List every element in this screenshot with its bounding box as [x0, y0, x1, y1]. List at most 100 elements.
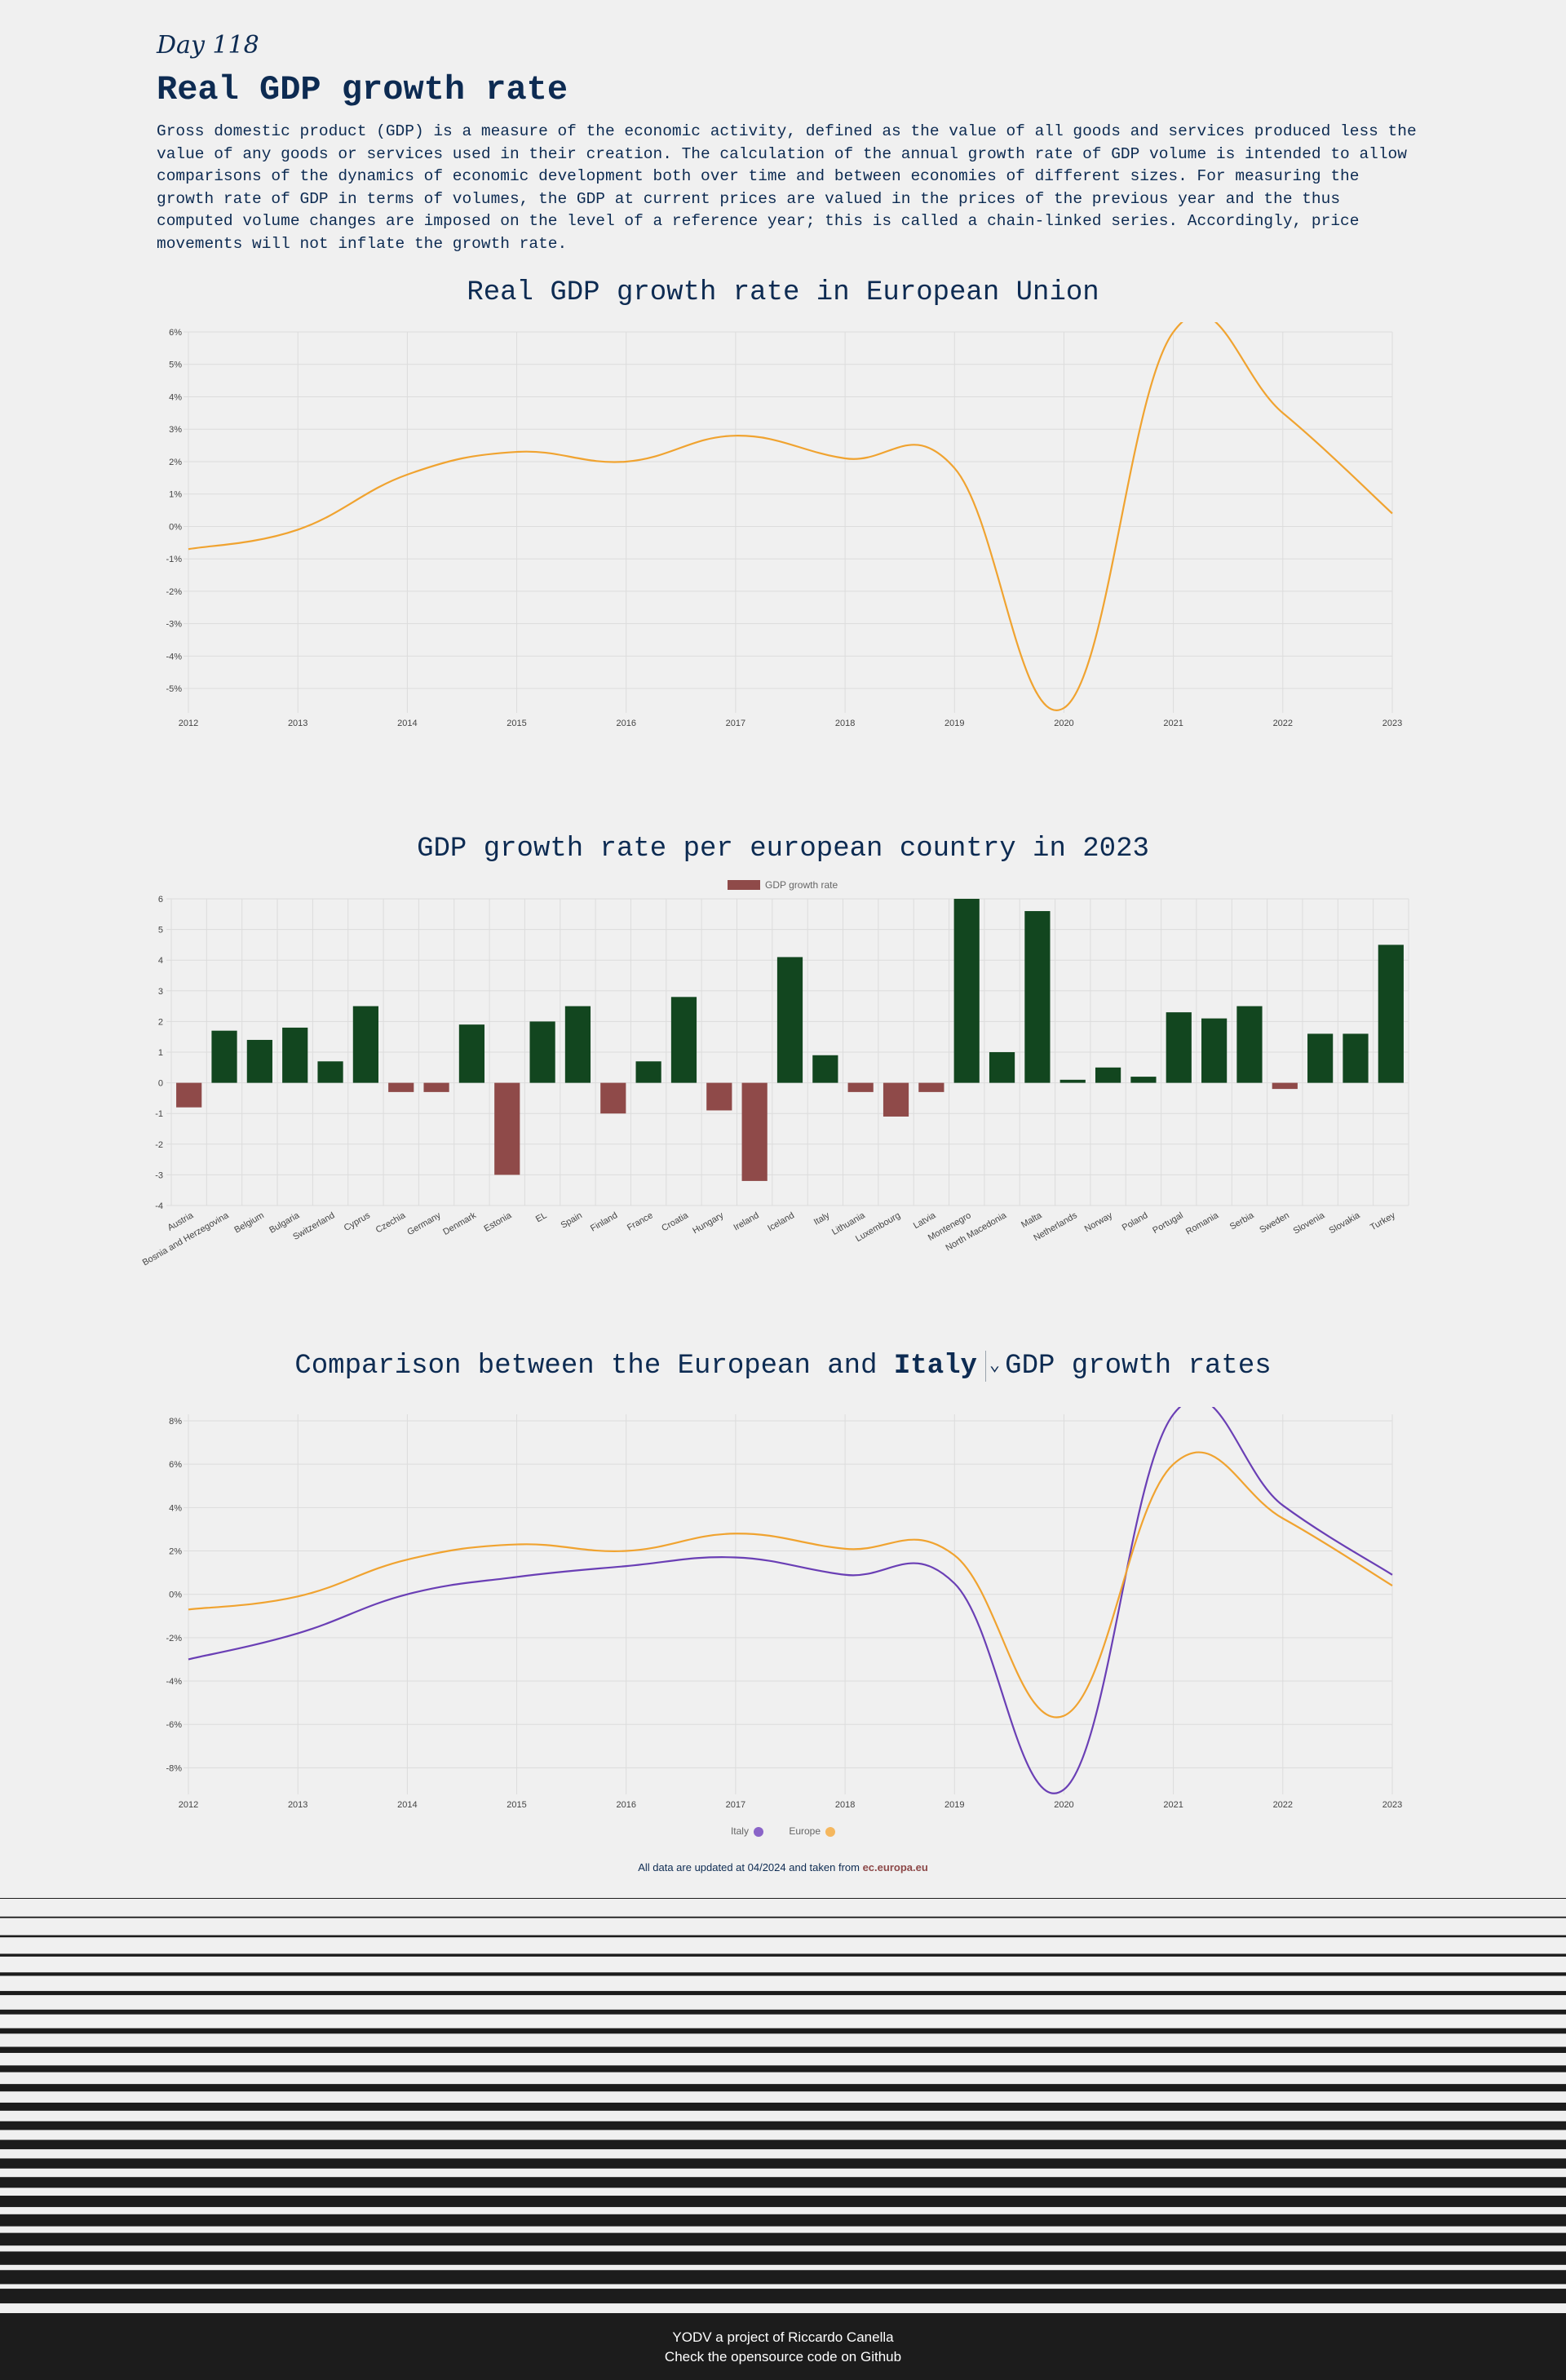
- bar-netherlands: [1059, 1079, 1086, 1083]
- legend-item-europe[interactable]: Europe: [789, 1825, 836, 1837]
- bar-x-tick-label: Ireland: [732, 1210, 761, 1232]
- stripe: [0, 1972, 1566, 1976]
- eu-y-tick-label: 6%: [169, 328, 182, 338]
- stripe: [0, 2121, 1566, 2130]
- bar-x-tick-label: Germany: [405, 1210, 443, 1237]
- cmp-y-tick-label: -8%: [166, 1763, 182, 1773]
- chevron-down-icon[interactable]: ⌄: [989, 1356, 1001, 1377]
- bar-x-tick-label: Turkey: [1369, 1210, 1397, 1232]
- bar-y-tick-label: 5: [158, 926, 163, 936]
- stripe: [0, 2084, 1566, 2092]
- bar-france: [635, 1061, 661, 1083]
- stripe: [0, 2214, 1566, 2227]
- bar-belgium: [246, 1039, 272, 1083]
- bar-hungary: [706, 1082, 732, 1111]
- bar-y-tick-label: 3: [158, 987, 163, 997]
- bar-x-tick-label: North Macedonia: [944, 1210, 1009, 1254]
- legend-item-italy[interactable]: Italy: [731, 1825, 763, 1837]
- cmp-y-tick-label: -2%: [166, 1634, 182, 1643]
- cmp-y-tick-label: 0%: [169, 1590, 182, 1600]
- country-select-value: Italy: [893, 1351, 977, 1382]
- cmp-y-tick-label: 6%: [169, 1460, 182, 1470]
- bar-austria: [176, 1082, 202, 1108]
- bar-x-tick-label: Romania: [1184, 1210, 1221, 1237]
- bar-finland: [600, 1082, 626, 1114]
- bar-x-tick-label: Italy: [812, 1210, 832, 1228]
- stripe: [0, 2196, 1566, 2207]
- country-select[interactable]: Italy: [894, 1351, 986, 1382]
- bar-x-tick-label: Norway: [1083, 1210, 1115, 1234]
- stripe: [0, 2102, 1566, 2111]
- decorative-stripes: [0, 1896, 1566, 2313]
- chart2-title: GDP growth rate per european country in …: [417, 834, 1149, 865]
- bar-x-tick-label: Denmark: [441, 1210, 478, 1237]
- eu-y-tick-label: 5%: [169, 361, 182, 370]
- bar-bosnia-and-herzegovina: [211, 1030, 237, 1083]
- eu-y-tick-label: -3%: [166, 620, 182, 630]
- bar-montenegro: [953, 899, 980, 1083]
- cmp-x-tick-label: 2018: [835, 1800, 855, 1810]
- bar-x-tick-label: Czechia: [374, 1210, 408, 1236]
- data-source-link[interactable]: ec.europa.eu: [862, 1861, 928, 1873]
- eu-y-tick-label: -1%: [166, 555, 182, 564]
- eu-x-tick-label: 2013: [288, 719, 307, 728]
- bar-y-tick-label: -1: [155, 1109, 163, 1119]
- bar-y-tick-label: 6: [158, 895, 163, 905]
- bar-x-tick-label: EL: [534, 1210, 549, 1224]
- comparison-prefix: Comparison between the European and: [294, 1351, 878, 1382]
- bar-x-tick-label: Finland: [589, 1210, 619, 1233]
- cmp-x-tick-label: 2020: [1054, 1800, 1073, 1810]
- stripe: [0, 2009, 1566, 2015]
- legend-label: GDP growth rate: [765, 879, 838, 891]
- bar-cyprus: [352, 1006, 378, 1083]
- cmp-y-tick-label: 4%: [169, 1503, 182, 1513]
- cmp-x-tick-label: 2016: [616, 1800, 635, 1810]
- bar-lithuania: [847, 1082, 874, 1092]
- comparison-line-chart: 2012 2013 2014 2015 2016 2017 2018 2019 2020 2021…: [166, 1407, 1402, 1810]
- eu-x-tick-label: 2015: [507, 719, 526, 728]
- bar-x-tick-label: Serbia: [1228, 1210, 1256, 1232]
- bar-x-tick-label: Sweden: [1258, 1210, 1290, 1235]
- data-source-note: All data are updated at 04/2024 and take…: [0, 1861, 1566, 1873]
- cmp-x-tick-label: 2017: [726, 1800, 745, 1810]
- eu-y-tick-label: 4%: [169, 392, 182, 402]
- eu-x-tick-label: 2019: [944, 719, 964, 728]
- bar-estonia: [494, 1082, 520, 1175]
- eu-y-tick-label: -4%: [166, 652, 182, 661]
- bar-slovakia: [1343, 1033, 1369, 1083]
- stripe: [0, 2065, 1566, 2073]
- bar-ireland: [741, 1082, 768, 1181]
- stripe: [0, 2046, 1566, 2053]
- cmp-x-tick-label: 2022: [1273, 1800, 1293, 1810]
- cmp-x-tick-label: 2021: [1163, 1800, 1183, 1810]
- stripe: [0, 2158, 1566, 2169]
- bar-latvia: [918, 1082, 944, 1092]
- bar-y-tick-label: -2: [155, 1140, 163, 1150]
- bar-north-macedonia: [989, 1052, 1015, 1083]
- stripe: [0, 1935, 1566, 1938]
- bar-germany: [423, 1082, 449, 1092]
- footer-github-link[interactable]: Check the opensource code on Github: [664, 2349, 902, 2365]
- comparison-legend: Italy Europe: [0, 1825, 1566, 1837]
- bar-x-tick-label: Slovakia: [1327, 1210, 1362, 1236]
- bar-denmark: [458, 1024, 485, 1083]
- legend-label-europe: Europe: [789, 1825, 821, 1837]
- bar-malta: [1024, 911, 1051, 1083]
- eu-x-tick-label: 2022: [1273, 719, 1293, 728]
- cmp-x-tick-label: 2023: [1382, 1800, 1402, 1810]
- italy-dot-icon: [753, 1826, 763, 1837]
- legend-swatch: [728, 880, 760, 890]
- bar-switzerland: [317, 1061, 343, 1083]
- cmp-y-tick-label: 2%: [169, 1547, 182, 1557]
- stripe: [0, 2251, 1566, 2265]
- bar-x-tick-label: Portugal: [1151, 1210, 1184, 1236]
- cmp-series-line-1: [188, 1451, 1393, 1719]
- bar-x-tick-label: Iceland: [766, 1210, 796, 1233]
- bar-x-tick-label: Latvia: [912, 1210, 938, 1232]
- bar-y-tick-label: -4: [155, 1201, 163, 1211]
- bar-bulgaria: [282, 1027, 308, 1083]
- eu-x-tick-label: 2017: [726, 719, 745, 728]
- bar-x-tick-label: Spain: [560, 1210, 584, 1230]
- cmp-series-line-0: [188, 1407, 1393, 1794]
- bar-croatia: [670, 997, 697, 1083]
